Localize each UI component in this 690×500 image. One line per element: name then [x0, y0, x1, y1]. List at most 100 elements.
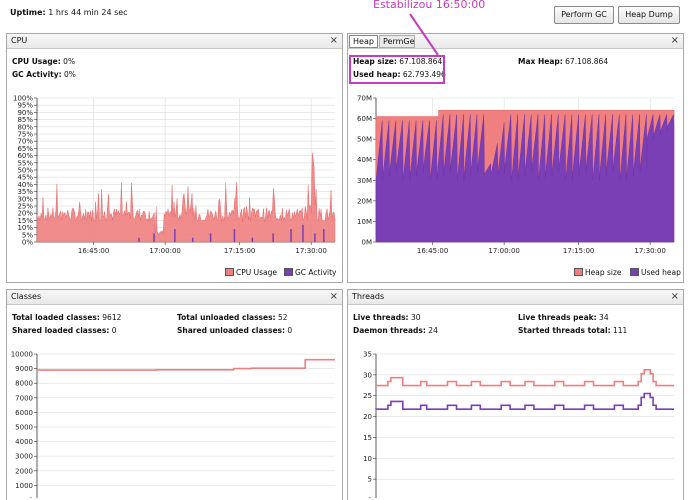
- cpu-panel: CPU × CPU Usage: 0% GC Activity: 0% 0% 5%…: [6, 33, 343, 283]
- daemon-threads-stat: Daemon threads: 24: [353, 326, 438, 335]
- cpu-usage-area: [36, 152, 336, 243]
- y-tick-label: 30: [363, 371, 372, 379]
- y-tick-label: 15: [363, 434, 372, 442]
- total-loaded-value: 9612: [102, 313, 122, 322]
- classes-panel-header: Classes ×: [7, 290, 342, 305]
- total-loaded-stat: Total loaded classes: 9612: [12, 313, 121, 322]
- x-tick-label: 17:15:00: [563, 247, 594, 255]
- annotation-highlight-box: [349, 55, 445, 84]
- y-tick-label: 70M: [357, 95, 372, 103]
- shared-unloaded-label: Shared unloaded classes:: [177, 326, 286, 335]
- cpu-usage-label: CPU Usage:: [12, 57, 61, 66]
- y-tick-label: 35%: [17, 188, 33, 196]
- used-heap-label: Used heap:: [353, 70, 401, 79]
- legend-gc-activity-label: GC Activity: [295, 268, 337, 277]
- y-tick-label: 45%: [17, 174, 33, 182]
- legend-heap-size-label: Heap size: [585, 268, 622, 277]
- daemon-threads-label: Daemon threads:: [353, 326, 426, 335]
- threads-panel-title: Threads: [352, 292, 385, 301]
- y-tick-label: 6000: [15, 409, 33, 417]
- shared-loaded-value: 0: [111, 326, 117, 335]
- close-icon[interactable]: ×: [329, 35, 338, 46]
- y-tick-label: 40M: [357, 156, 372, 164]
- y-tick-label: 55%: [17, 159, 33, 167]
- heap-size-stat: Heap size: 67.108.864: [353, 57, 442, 66]
- daemon-threads-line: [375, 392, 674, 410]
- gc-activity-spike: [290, 229, 292, 242]
- close-icon[interactable]: ×: [670, 291, 679, 302]
- y-tick-label: 40%: [17, 181, 33, 189]
- threads-peak-value: 34: [599, 313, 609, 322]
- y-tick-label: 65%: [17, 145, 33, 153]
- shared-loaded-label: Shared loaded classes:: [12, 326, 110, 335]
- y-tick-label: 70%: [17, 138, 33, 146]
- tab-permgen[interactable]: PermGen: [379, 35, 415, 48]
- y-tick-label: 10000: [11, 351, 33, 359]
- y-tick-label: 60M: [357, 115, 372, 123]
- max-heap-stat: Max Heap: 67.108.864: [518, 57, 608, 66]
- y-tick-label: 50M: [357, 136, 372, 144]
- y-tick-label: 1000: [15, 482, 33, 490]
- gc-activity-stat: GC Activity: 0%: [12, 70, 76, 79]
- gc-activity-label: GC Activity:: [12, 70, 62, 79]
- max-heap-value: 67.108.864: [565, 57, 609, 66]
- y-tick-label: 50%: [17, 167, 33, 175]
- threads-peak-label: Live threads peak:: [518, 313, 597, 322]
- loaded-classes-line: [37, 358, 335, 371]
- classes-chart: 0 1000 2000 3000 4000 5000 6000 7000 8000 9000 100…: [11, 351, 335, 499]
- x-tick-label: 16:45:00: [78, 247, 109, 255]
- annotation-text: Estabilizou 16:50:00: [373, 0, 486, 11]
- legend-used-heap-label: Used heap: [641, 268, 681, 277]
- live-threads-value: 30: [410, 313, 421, 322]
- max-heap-label: Max Heap:: [518, 57, 563, 66]
- y-tick-label: 15%: [17, 217, 33, 225]
- y-tick-label: 0: [29, 497, 33, 499]
- gc-activity-spike: [191, 237, 194, 242]
- heap-panel-header: Heap PermGen ×: [348, 34, 683, 49]
- gc-activity-spike: [153, 233, 155, 242]
- legend-used-heap: Used heap: [630, 268, 681, 277]
- daemon-threads-value: 24: [428, 326, 438, 335]
- cpu-panel-header: CPU ×: [7, 34, 342, 49]
- gc-activity-spike: [138, 237, 140, 242]
- cpu-usage-value: 0%: [63, 57, 76, 66]
- used-heap-swatch: [630, 268, 639, 276]
- perform-gc-button[interactable]: Perform GC: [554, 6, 614, 24]
- started-threads-stat: Started threads total: 111: [518, 326, 627, 335]
- tab-heap[interactable]: Heap: [349, 35, 378, 48]
- gc-activity-swatch: [284, 268, 293, 276]
- live-threads-stat: Live threads: 30: [353, 313, 420, 322]
- y-tick-label: 25%: [17, 203, 33, 211]
- classes-panel-title: Classes: [11, 292, 42, 301]
- used-heap-stat: Used heap: 62.793.496: [353, 70, 446, 79]
- total-unloaded-label: Total unloaded classes:: [177, 313, 276, 322]
- y-tick-label: 100%: [13, 95, 33, 103]
- uptime-readout: Uptime: 1 hrs 44 min 24 sec: [10, 8, 128, 17]
- close-icon[interactable]: ×: [329, 291, 338, 302]
- legend-cpu-usage-label: CPU Usage: [236, 268, 278, 277]
- y-tick-label: 80%: [17, 123, 33, 131]
- y-tick-label: 25: [363, 392, 372, 400]
- gc-activity-spike: [272, 233, 274, 242]
- live-threads-line: [375, 369, 674, 387]
- legend-gc-activity: GC Activity: [284, 268, 336, 277]
- heap-panel: Heap PermGen × Heap size: 67.108.864 Use…: [347, 33, 684, 283]
- started-threads-label: Started threads total:: [518, 326, 611, 335]
- y-tick-label: 7000: [15, 394, 33, 402]
- y-tick-label: 5000: [15, 424, 33, 432]
- y-tick-label: 0M: [362, 239, 373, 247]
- gc-activity-spike: [209, 233, 212, 242]
- y-tick-label: 85%: [17, 116, 33, 124]
- heap-dump-button[interactable]: Heap Dump: [618, 6, 680, 24]
- y-tick-label: 30M: [357, 177, 372, 185]
- shared-unloaded-value: 0: [287, 326, 293, 335]
- x-tick-label: 17:00:00: [488, 247, 519, 255]
- gc-activity-spike: [314, 233, 316, 242]
- y-tick-label: 10M: [357, 218, 372, 226]
- heap-size-swatch: [574, 268, 583, 276]
- y-tick-label: 20: [363, 413, 372, 421]
- y-tick-label: 9000: [15, 365, 33, 373]
- y-tick-label: 8000: [15, 380, 33, 388]
- close-icon[interactable]: ×: [670, 35, 679, 46]
- heap-chart: 0M 10M 20M 30M 40M 50M 60M 70M 16:45:00 17:00:00 1…: [357, 95, 675, 255]
